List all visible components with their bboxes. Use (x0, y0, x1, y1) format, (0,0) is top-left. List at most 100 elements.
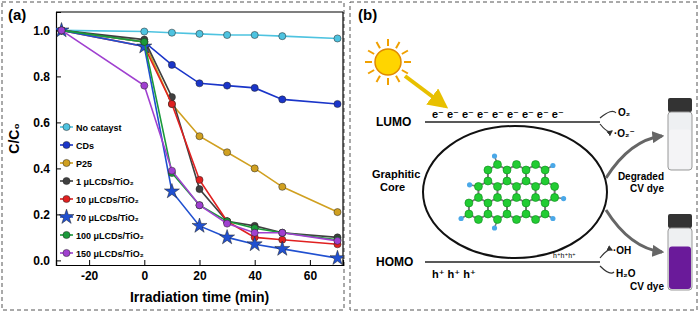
core-label: Core (380, 181, 405, 193)
redox-arrow (600, 111, 616, 118)
carbon-atom (493, 194, 501, 202)
legend-label: 70 μLCDs/TiO₂ (76, 213, 139, 223)
legend-label: CDs (76, 141, 94, 151)
series-line (62, 30, 338, 239)
vial-label: Degraded (618, 171, 664, 182)
carbon-atom (484, 199, 492, 207)
carbon-atom (493, 216, 501, 224)
tick-mark (89, 260, 90, 265)
vial-body (668, 228, 692, 290)
data-point (247, 236, 262, 250)
legend-label: 1 μLCDs/TiO₂ (76, 177, 134, 187)
panel-title: (a) (8, 6, 26, 23)
hydrogen-atom (459, 216, 464, 221)
x-tick: 60 (304, 260, 318, 283)
legend-marker (63, 177, 70, 184)
plot-frame (56, 11, 343, 12)
legend-entry: No catayst (60, 123, 122, 133)
legend-label: 10 μLCDs/TiO₂ (76, 195, 139, 205)
y-tick: 0.6 (33, 116, 61, 130)
data-point (168, 100, 175, 107)
carbon-atom (474, 183, 482, 191)
lumo-level (425, 121, 600, 123)
carbon-atom (541, 199, 549, 207)
core-label: Graphitic (372, 168, 420, 180)
data-point (224, 82, 231, 89)
electrons: e⁻ e⁻ e⁻ e⁻ e⁻ e⁻ e⁻ e⁻ e⁻ (432, 108, 564, 120)
data-point (58, 27, 65, 34)
sun-ray (396, 42, 400, 48)
tick-label: 40 (249, 269, 263, 283)
tick-label: 0.0 (33, 254, 50, 268)
tick-label: -20 (81, 269, 99, 283)
series (58, 27, 341, 216)
carbon-atom (484, 210, 492, 218)
legend-marker (59, 209, 74, 223)
carbon-atom (474, 194, 482, 202)
hydrogen-atom (492, 153, 497, 158)
axis-line (57, 260, 344, 266)
plot-area (56, 23, 343, 265)
vial-body (668, 112, 692, 170)
y-axis: 0.00.20.40.60.81.0 (33, 13, 61, 268)
data-point (141, 38, 148, 45)
data-point (141, 38, 148, 45)
carbon-atom (532, 194, 540, 202)
redox-arrow (600, 266, 614, 273)
legend-marker (63, 159, 70, 166)
data-point (224, 220, 231, 227)
data-point (279, 183, 286, 190)
carbon-atom (503, 177, 511, 185)
carbon-atom (532, 183, 540, 191)
tick-mark (56, 122, 61, 123)
data-point (168, 167, 175, 174)
data-point (334, 100, 341, 107)
series (58, 27, 341, 243)
carbon-atom (493, 183, 501, 191)
tick-label: 20 (193, 269, 207, 283)
tick-label: 0.2 (33, 208, 50, 222)
diagram: (b)LUMOHOMOe⁻ e⁻ e⁻ e⁻ e⁻ e⁻ e⁻ e⁻ e⁻h⁺ … (358, 6, 692, 292)
data-point (251, 165, 258, 172)
vial-liquid (669, 247, 691, 289)
sun-ray (365, 61, 372, 63)
series-line (62, 30, 338, 237)
carbon-atom (484, 166, 492, 174)
tick-label: 60 (304, 269, 318, 283)
data-point (58, 27, 65, 34)
sun-ray (377, 76, 381, 82)
carbon-atom (541, 166, 549, 174)
vial-degraded (668, 98, 692, 170)
tick-label: 0 (141, 269, 148, 283)
plot-frame (342, 12, 343, 265)
panel-frame (350, 2, 697, 310)
carbon-atom (474, 216, 482, 224)
data-point (279, 33, 286, 40)
hydrogen-atom (550, 163, 555, 168)
tick-label: 0.4 (33, 162, 50, 176)
data-point (168, 100, 175, 107)
tick-label: 1.0 (33, 24, 50, 38)
data-point (196, 133, 203, 140)
carbon-atom (541, 210, 549, 218)
carbon-atom (522, 210, 530, 218)
carbon-atom (532, 161, 540, 169)
legend-marker (63, 195, 70, 202)
tick-mark (56, 260, 61, 261)
sun-ray (396, 76, 400, 82)
level-label: HOMO (376, 255, 413, 269)
data-point (168, 29, 175, 36)
carbon-atom (493, 161, 501, 169)
tick-mark (144, 260, 145, 265)
data-point (58, 27, 65, 34)
data-point (58, 27, 65, 34)
carbon-atom (484, 177, 492, 185)
x-tick: 0 (141, 260, 148, 283)
legend-entry: P25 (60, 159, 92, 169)
data-point (141, 28, 148, 35)
x-axis-title: Irradiation time (min) (130, 289, 269, 305)
data-point (251, 229, 258, 236)
data-point (141, 38, 148, 45)
legend-marker (63, 249, 70, 256)
carbon-atom (541, 177, 549, 185)
